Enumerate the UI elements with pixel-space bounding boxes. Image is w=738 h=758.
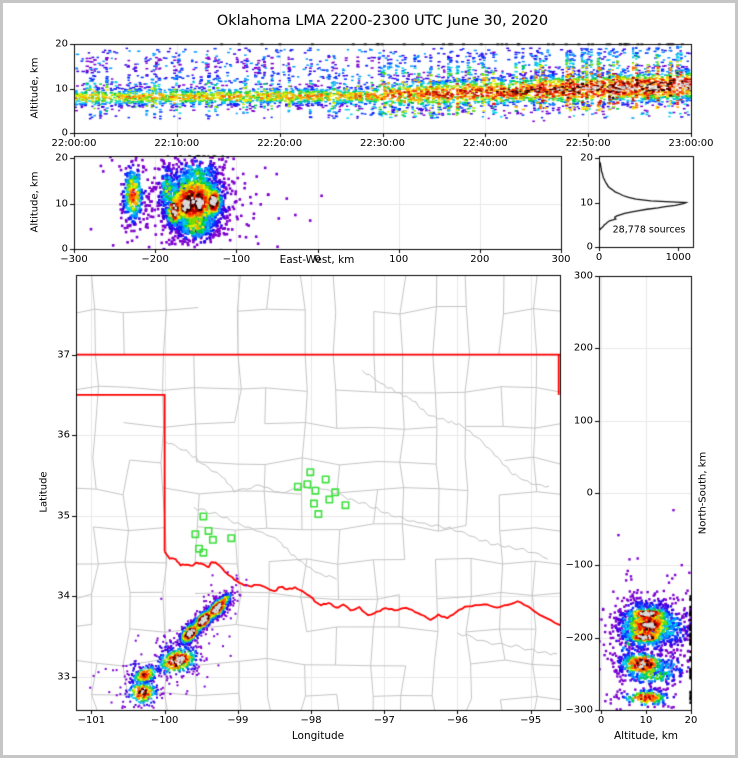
y-tick-label: 36 [57, 429, 70, 441]
x-tick-label: −300 [60, 254, 88, 265]
y-tick-label: 0 [586, 487, 593, 499]
y-tick-label: 34 [57, 590, 70, 602]
time-height-ylabel: Altitude, km [29, 57, 41, 119]
y-tick-label: 300 [573, 270, 593, 282]
east-west-xlabel: East-West, km [279, 254, 355, 266]
x-tick-label: 0 [597, 715, 605, 726]
y-tick-label: 10 [580, 197, 593, 209]
north-south-ylabel: North-South, km [697, 451, 709, 535]
east-west-ylabel: Altitude, km [29, 171, 41, 233]
y-tick-label: 10 [55, 198, 68, 210]
x-tick-label: 22:10:00 [154, 138, 200, 149]
y-tick-label: −200 [565, 632, 593, 644]
x-tick-label: 1000 [665, 252, 692, 263]
y-tick-label: 20 [55, 152, 68, 164]
y-tick-label: 33 [57, 671, 70, 683]
y-tick-label: −100 [565, 559, 593, 571]
x-tick-label: 10 [639, 715, 653, 726]
x-tick-label: 22:20:00 [257, 138, 303, 149]
x-tick-label: 22:30:00 [360, 138, 405, 149]
x-tick-label: 22:40:00 [462, 138, 508, 149]
y-tick-label: 100 [573, 415, 593, 427]
y-tick-label: 20 [580, 152, 593, 164]
figure-title: Oklahoma LMA 2200-2300 UTC June 30, 2020 [216, 13, 549, 29]
figure-canvas [3, 3, 735, 755]
y-tick-label: 10 [55, 83, 68, 94]
x-tick-label: 22:50:00 [565, 138, 611, 149]
x-tick-label: 23:00:00 [668, 138, 714, 149]
x-tick-label: 0 [595, 252, 603, 263]
x-tick-label: −99 [227, 715, 249, 726]
x-tick-label: 200 [470, 254, 490, 265]
x-tick-label: 0 [314, 254, 321, 265]
x-tick-label: −95 [520, 715, 542, 726]
y-tick-label: 20 [55, 38, 68, 50]
y-tick-label: −300 [565, 704, 593, 716]
y-tick-label: 0 [586, 241, 593, 253]
y-tick-label: 37 [57, 349, 70, 361]
histogram-source-count: 28,778 sources [612, 224, 686, 236]
x-tick-label: −97 [373, 715, 395, 726]
y-tick-label: 0 [61, 127, 68, 139]
x-tick-label: 20 [684, 715, 698, 726]
x-tick-label: 22:00:00 [51, 138, 97, 149]
x-tick-label: 100 [389, 254, 409, 265]
x-tick-label: −100 [222, 254, 251, 265]
y-tick-label: 0 [61, 243, 68, 255]
x-tick-label: −200 [141, 254, 169, 265]
north-south-xlabel: Altitude, km [613, 730, 679, 742]
y-tick-label: 200 [573, 342, 593, 354]
map-ylabel: Latitude [38, 471, 50, 513]
map-xlabel: Longitude [291, 730, 345, 742]
y-tick-label: 35 [57, 510, 70, 522]
x-tick-label: 300 [551, 254, 571, 265]
x-tick-label: −98 [300, 715, 322, 726]
x-tick-label: −96 [446, 715, 469, 726]
x-tick-label: −100 [150, 715, 179, 726]
x-tick-label: −101 [77, 715, 106, 726]
